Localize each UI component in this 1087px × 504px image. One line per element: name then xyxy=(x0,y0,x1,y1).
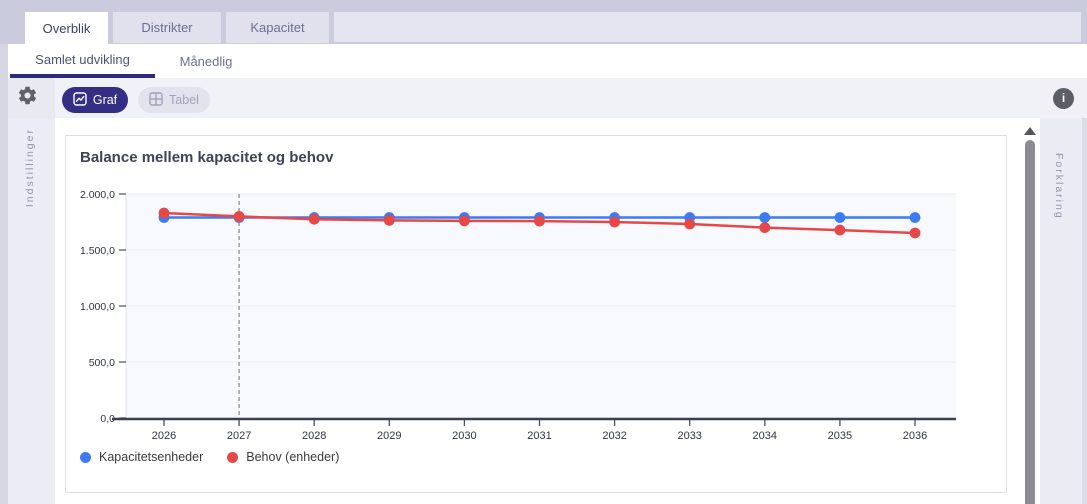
tab-kapacitet[interactable]: Kapacitet xyxy=(226,12,329,43)
svg-text:2.000,0: 2.000,0 xyxy=(80,189,115,201)
chart-legend: Kapacitetsenheder Behov (enheder) xyxy=(80,450,339,464)
right-edge-strip xyxy=(1082,118,1087,504)
line-chart-icon xyxy=(73,91,87,109)
tabel-button-label: Tabel xyxy=(169,93,199,107)
subtab-maanedlig[interactable]: Månedlig xyxy=(160,44,252,78)
scrollbar-up-arrow-icon[interactable] xyxy=(1024,127,1036,135)
toolbar: Graf Tabel i xyxy=(0,78,1087,118)
legend-dot-icon xyxy=(80,451,91,463)
subtab-samlet-udvikling-label: Samlet udvikling xyxy=(35,51,130,67)
svg-text:2034: 2034 xyxy=(753,430,777,442)
sub-tab-bar: Samlet udvikling Månedlig xyxy=(0,44,1087,78)
svg-text:2032: 2032 xyxy=(602,430,626,442)
svg-text:2030: 2030 xyxy=(452,430,476,442)
chart-title: Balance mellem kapacitet og behov xyxy=(80,149,334,166)
settings-panel-label[interactable]: Indstillinger xyxy=(24,128,36,208)
svg-text:0,0: 0,0 xyxy=(100,413,115,425)
info-cell: i xyxy=(1040,78,1087,118)
top-tab-bar: Overblik Distrikter Kapacitet xyxy=(0,0,1087,44)
left-edge-strip xyxy=(0,44,8,504)
graf-button-label: Graf xyxy=(92,93,118,107)
subtab-maanedlig-label: Månedlig xyxy=(179,53,233,69)
tab-kapacitet-label: Kapacitet xyxy=(250,20,305,35)
tab-overblik[interactable]: Overblik xyxy=(25,12,108,44)
subtab-samlet-udvikling[interactable]: Samlet udvikling xyxy=(10,44,155,78)
tab-overblik-label: Overblik xyxy=(42,20,91,36)
gear-icon xyxy=(17,85,38,111)
legend-dot-icon xyxy=(227,451,239,463)
tab-bar-filler xyxy=(334,12,1081,42)
svg-text:1.500,0: 1.500,0 xyxy=(80,245,115,257)
svg-text:2035: 2035 xyxy=(828,430,852,442)
svg-text:1.000,0: 1.000,0 xyxy=(80,301,115,313)
svg-text:2036: 2036 xyxy=(903,430,927,442)
svg-text:2029: 2029 xyxy=(377,430,401,442)
legend-item[interactable]: Kapacitetsenheder xyxy=(80,450,203,464)
svg-text:2026: 2026 xyxy=(152,430,176,442)
legend-label: Kapacitetsenheder xyxy=(99,450,204,464)
tab-distrikter[interactable]: Distrikter xyxy=(113,12,221,43)
svg-text:500,0: 500,0 xyxy=(89,357,115,369)
info-icon[interactable]: i xyxy=(1053,87,1074,109)
chart-card: Balance mellem kapacitet og behov 0,0 500… xyxy=(65,135,1007,493)
settings-button[interactable] xyxy=(0,78,55,118)
settings-panel-collapsed[interactable]: Indstillinger xyxy=(8,118,55,504)
svg-text:2033: 2033 xyxy=(677,430,701,442)
svg-text:2031: 2031 xyxy=(527,430,551,442)
tab-distrikter-label: Distrikter xyxy=(141,20,193,35)
explanation-panel-collapsed[interactable]: Forklaring xyxy=(1040,118,1082,504)
legend-label: Behov (enheder) xyxy=(246,450,340,464)
tabel-button[interactable]: Tabel xyxy=(138,87,210,113)
graf-button[interactable]: Graf xyxy=(62,87,128,113)
svg-text:2028: 2028 xyxy=(302,430,326,442)
table-icon xyxy=(149,91,163,109)
balance-line-chart: 0,0 500,0 1.000,0 1.500,0 2.000,0 2026 2027 202… xyxy=(80,189,956,442)
svg-text:2027: 2027 xyxy=(227,430,251,442)
legend-item[interactable]: Behov (enheder) xyxy=(227,450,339,464)
explanation-panel-label[interactable]: Forklaring xyxy=(1053,153,1065,220)
scrollbar-thumb[interactable] xyxy=(1025,140,1035,504)
